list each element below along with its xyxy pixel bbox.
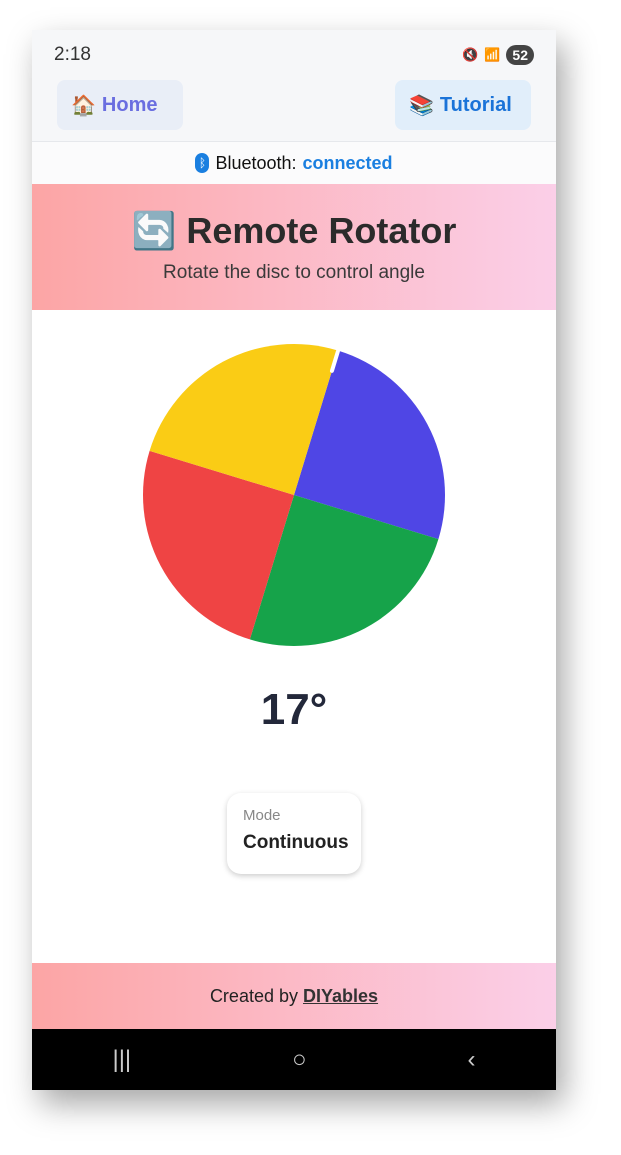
- angle-readout: 17°: [260, 685, 328, 734]
- disc-segment[interactable]: [294, 350, 445, 540]
- diyables-link[interactable]: DIYables: [303, 985, 379, 1006]
- header-banner: 🔄 Remote Rotator Rotate the disc to cont…: [32, 184, 556, 310]
- footer: Created by DIYables: [32, 963, 556, 1029]
- clock: 2:18: [54, 44, 91, 65]
- disc-segment[interactable]: [143, 450, 294, 640]
- phone-screen: 2:18 🔇 📶 52 🏠 Home 📚 Tutorial ᛒ Bluetooth: c…: [32, 30, 556, 1090]
- disc-segment[interactable]: [249, 495, 439, 646]
- rotator-disc[interactable]: [142, 343, 446, 647]
- recents-button[interactable]: |||: [112, 1045, 132, 1073]
- battery-icon: 52: [506, 45, 534, 65]
- mode-label: Mode: [243, 807, 281, 824]
- angle-marker: [329, 349, 340, 373]
- title-text: Remote Rotator: [186, 210, 457, 251]
- mute-icon: 🔇: [462, 47, 479, 62]
- tutorial-label: Tutorial: [439, 93, 512, 116]
- top-nav: 🏠 Home 📚 Tutorial: [32, 80, 556, 142]
- footer-text: Created by: [209, 985, 298, 1006]
- home-button[interactable]: 🏠 Home: [57, 80, 183, 130]
- wifi-icon: 📶: [484, 47, 501, 62]
- mode-value: Continuous: [243, 832, 349, 853]
- bluetooth-status: ᛒ Bluetooth: connected: [32, 142, 556, 184]
- bluetooth-label: Bluetooth:: [215, 152, 297, 173]
- page-title: 🔄 Remote Rotator: [32, 210, 556, 252]
- rotate-icon: 🔄: [131, 210, 177, 251]
- system-nav-bar: ||| ○ ‹: [32, 1029, 556, 1090]
- bluetooth-state: connected: [302, 152, 393, 173]
- disc-segment[interactable]: [149, 344, 339, 495]
- mode-selector[interactable]: Mode Continuous: [227, 793, 361, 874]
- bluetooth-icon: ᛒ: [195, 153, 210, 173]
- house-icon: 🏠: [71, 94, 96, 117]
- home-label: Home: [101, 93, 158, 116]
- home-nav-button[interactable]: ○: [292, 1045, 307, 1073]
- subtitle: Rotate the disc to control angle: [163, 262, 425, 283]
- status-bar: 2:18 🔇 📶 52: [32, 30, 556, 80]
- tutorial-button[interactable]: 📚 Tutorial: [395, 80, 531, 130]
- books-icon: 📚: [409, 94, 434, 117]
- back-button[interactable]: ‹: [467, 1045, 476, 1073]
